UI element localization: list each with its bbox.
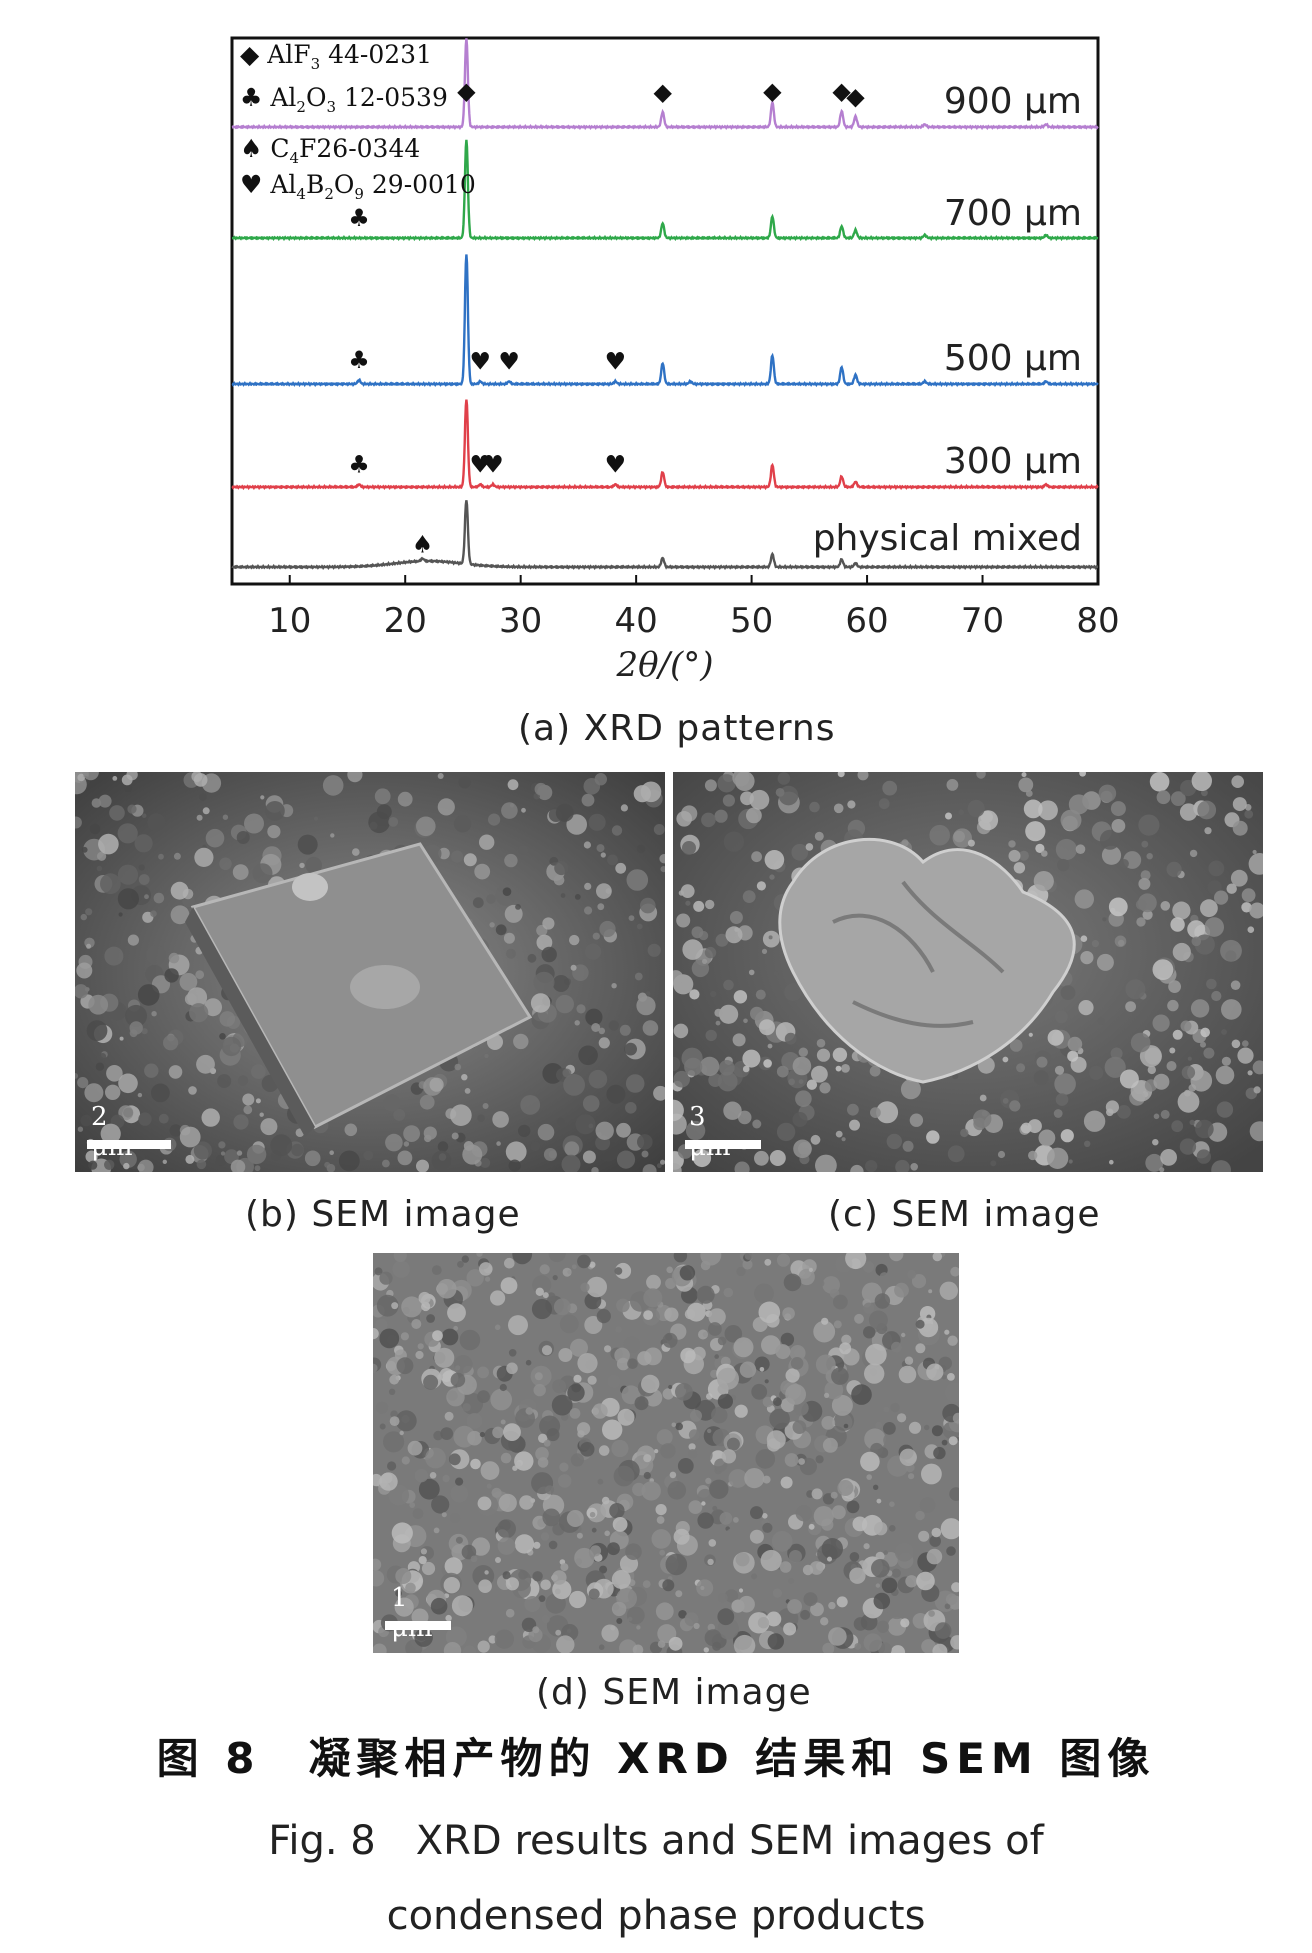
series-label: 700 μm (944, 193, 1082, 234)
heart-marker: ♥ (498, 347, 520, 375)
x-tick-label: 30 (499, 601, 542, 641)
x-axis-label: 2θ/(°) (615, 645, 713, 685)
series-line (231, 254, 1099, 388)
particle-texture (373, 1253, 959, 1653)
diamond-marker: ◆ (846, 82, 865, 110)
series-label: 900 μm (944, 81, 1082, 122)
legend-entry: ♠ C4F26-0344 (240, 134, 420, 167)
caption-b: (b) SEM image (245, 1194, 521, 1235)
scale-bar-line (385, 1621, 451, 1630)
legend: ◆ AlF3 44-0231 ♣ Al2O3 12-0539 ♠ C4F26-034… (240, 40, 476, 203)
scale-label-c: 3 μm (689, 1102, 731, 1162)
heart-marker: ♥ (605, 450, 627, 478)
series-line (231, 399, 1099, 491)
xrd-chart: 900 μm◆ ◆ ◆ ◆◆700 μm♣500 μm♣ ♥ ♥ ♥300 μm♣ ♥♥ ♥ph… (230, 36, 1120, 685)
legend-entry: ♥ Al4B2O9 29-0010 (240, 170, 476, 203)
series-line (231, 500, 1099, 571)
diamond-marker: ◆ (653, 78, 672, 106)
caption-d: (d) SEM image (536, 1672, 812, 1713)
x-tick-label: 40 (615, 601, 658, 641)
figure-label-en: Fig. 8 (268, 1818, 376, 1864)
series-label: physical mixed (813, 518, 1082, 559)
heart-marker: ♥ (482, 450, 504, 478)
club-marker: ♣ (348, 204, 370, 232)
club-marker: ♣ (348, 450, 370, 478)
diamond-marker: ◆ (457, 77, 476, 105)
heart-marker: ♥ (605, 347, 627, 375)
figure-title-en-line2: condensed phase products (386, 1893, 926, 1939)
diamond-marker: ◆ (763, 77, 782, 105)
figure-title-cn: 图 8 凝聚相产物的 XRD 结果和 SEM 图像 (156, 1734, 1156, 1783)
caption-c: (c) SEM image (828, 1194, 1101, 1235)
plot-frame (230, 36, 1100, 586)
legend-entry: ♣ Al2O3 12-0539 (240, 83, 448, 116)
heart-marker: ♥ (469, 347, 491, 375)
legend-entry: ◆ AlF3 44-0231 (240, 40, 432, 73)
x-axis: 10 20 30 40 50 60 70 80 (268, 575, 1120, 641)
heart-marker: ♥ (469, 450, 491, 478)
x-tick-label: 10 (268, 601, 311, 641)
series-label: 300 μm (944, 441, 1082, 482)
figure-title-en: Fig. 8 XRD results and SEM images of (0, 1818, 1312, 1864)
figure-title-en-line1: XRD results and SEM images of (415, 1818, 1044, 1864)
scale-bar-line (685, 1140, 761, 1149)
sem-image-c: 3 μm (673, 772, 1263, 1172)
diamond-marker: ◆ (832, 77, 851, 105)
x-tick-label: 50 (730, 601, 773, 641)
club-marker: ♣ (348, 346, 370, 374)
x-tick-label: 70 (961, 601, 1004, 641)
sem-image-d: 1 μm (373, 1253, 959, 1653)
spade-marker: ♠ (412, 530, 434, 558)
series-line (232, 139, 1099, 242)
series-line (231, 38, 1099, 131)
sem-image-b: 2 μm (75, 772, 665, 1172)
x-tick-label: 60 (845, 601, 888, 641)
x-tick-label: 20 (384, 601, 427, 641)
x-tick-label: 80 (1076, 601, 1119, 641)
series-label: 500 μm (944, 338, 1082, 379)
scale-bar-line (87, 1140, 171, 1149)
scale-label-b: 2 μm (91, 1102, 133, 1162)
scale-label-d: 1 μm (391, 1583, 433, 1643)
caption-a: (a) XRD patterns (518, 708, 836, 749)
